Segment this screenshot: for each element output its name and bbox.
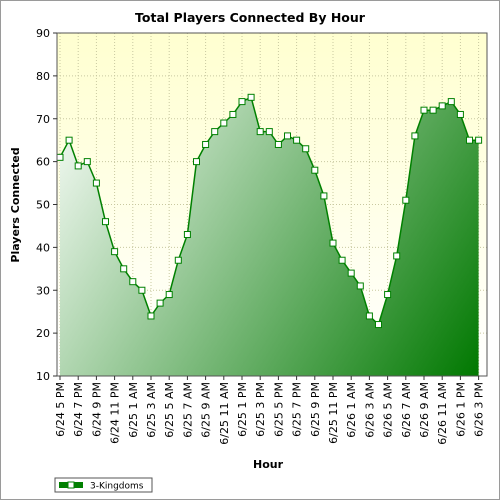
y-tick-label: 80 xyxy=(36,70,50,83)
data-point xyxy=(447,98,455,106)
y-tick-label: 50 xyxy=(36,199,50,212)
y-tick-label: 70 xyxy=(36,113,50,126)
series-area xyxy=(60,97,479,377)
x-tick-label: 6/24 9 PM xyxy=(90,382,103,437)
data-point xyxy=(411,132,419,140)
data-point xyxy=(320,192,328,200)
data-point xyxy=(384,291,392,299)
legend-label: 3-Kingdoms xyxy=(90,482,144,492)
data-point xyxy=(420,106,428,114)
x-tick-label: 6/26 3 AM xyxy=(363,382,376,438)
legend: 3-Kingdoms xyxy=(54,477,153,493)
x-tick-label: 6/25 11 PM xyxy=(327,382,340,444)
y-axis-label: Players Connected xyxy=(9,147,22,262)
x-tick-label: 6/25 3 PM xyxy=(254,382,267,437)
x-axis-label: Hour xyxy=(253,458,284,471)
data-point xyxy=(111,248,119,256)
x-tick-label: 6/26 1 PM xyxy=(454,382,467,437)
data-point xyxy=(429,106,437,114)
data-point xyxy=(56,153,64,161)
data-point xyxy=(329,239,337,247)
data-point xyxy=(456,110,464,118)
data-point xyxy=(311,166,319,174)
x-tick-label: 6/25 9 PM xyxy=(309,382,322,437)
x-tick-label: 6/26 11 AM xyxy=(436,382,449,445)
data-point xyxy=(247,93,255,101)
data-point xyxy=(74,162,82,170)
data-point xyxy=(293,136,301,144)
x-axis: 6/24 5 PM 6/24 7 PM 6/24 9 PM 6/24 11 PM 6/2… xyxy=(54,376,486,445)
data-point xyxy=(183,231,191,239)
data-point xyxy=(466,136,473,144)
data-point xyxy=(156,299,164,307)
x-tick-label: 6/26 1 AM xyxy=(345,382,358,438)
data-point xyxy=(402,196,410,204)
data-point xyxy=(365,312,373,320)
x-tick-label: 6/24 5 PM xyxy=(54,382,67,437)
data-point xyxy=(129,278,137,286)
data-point xyxy=(475,136,483,144)
x-tick-label: 6/25 5 AM xyxy=(163,382,176,438)
legend-box xyxy=(54,477,153,493)
data-point xyxy=(393,252,401,260)
chart-title: Total Players Connected By Hour xyxy=(135,10,366,25)
data-point xyxy=(338,256,346,264)
data-point xyxy=(193,158,200,166)
y-tick-label: 40 xyxy=(36,241,50,254)
y-tick-label: 10 xyxy=(36,370,50,383)
data-point xyxy=(102,218,109,226)
x-tick-label: 6/26 7 AM xyxy=(400,382,413,438)
data-point xyxy=(229,110,237,118)
x-tick-label: 6/26 9 AM xyxy=(418,382,431,438)
x-tick-label: 6/25 1 PM xyxy=(236,382,249,437)
y-tick-label: 90 xyxy=(36,27,50,40)
data-point xyxy=(347,269,355,277)
y-tick-label: 60 xyxy=(36,156,50,169)
data-point xyxy=(274,140,282,148)
data-point xyxy=(375,321,382,329)
data-point xyxy=(220,119,228,127)
data-point xyxy=(174,256,182,264)
y-tick-label: 30 xyxy=(36,284,50,297)
data-point xyxy=(356,282,364,290)
y-axis: 10 20 30 40 50 60 70 80 90 xyxy=(36,27,57,383)
x-tick-label: 6/25 5 PM xyxy=(272,382,285,437)
data-point xyxy=(165,291,173,299)
data-point xyxy=(438,102,446,110)
x-tick-label: 6/24 7 PM xyxy=(72,382,85,437)
x-tick-label: 6/25 11 AM xyxy=(218,382,231,445)
data-point xyxy=(302,145,310,153)
x-tick-label: 6/25 7 PM xyxy=(291,382,304,437)
y-tick-label: 20 xyxy=(36,327,50,340)
x-tick-label: 6/24 11 PM xyxy=(109,382,122,444)
x-tick-label: 6/25 7 AM xyxy=(181,382,194,438)
data-point xyxy=(211,128,219,136)
data-point xyxy=(238,98,246,106)
data-markers xyxy=(56,93,483,329)
data-point xyxy=(65,136,73,144)
x-tick-label: 6/26 5 AM xyxy=(382,382,395,438)
data-point xyxy=(120,265,128,273)
x-tick-label: 6/25 3 AM xyxy=(145,382,158,438)
data-point xyxy=(92,179,100,187)
data-point xyxy=(265,128,273,136)
data-point xyxy=(83,158,91,166)
data-point xyxy=(256,128,264,136)
data-point xyxy=(202,140,210,148)
x-tick-label: 6/25 9 AM xyxy=(200,382,213,438)
data-point xyxy=(284,132,291,140)
x-tick-label: 6/25 1 AM xyxy=(127,382,140,438)
data-point xyxy=(147,312,155,320)
x-tick-label: 6/26 3 PM xyxy=(473,382,486,437)
data-point xyxy=(138,286,146,294)
legend-marker xyxy=(67,481,75,489)
